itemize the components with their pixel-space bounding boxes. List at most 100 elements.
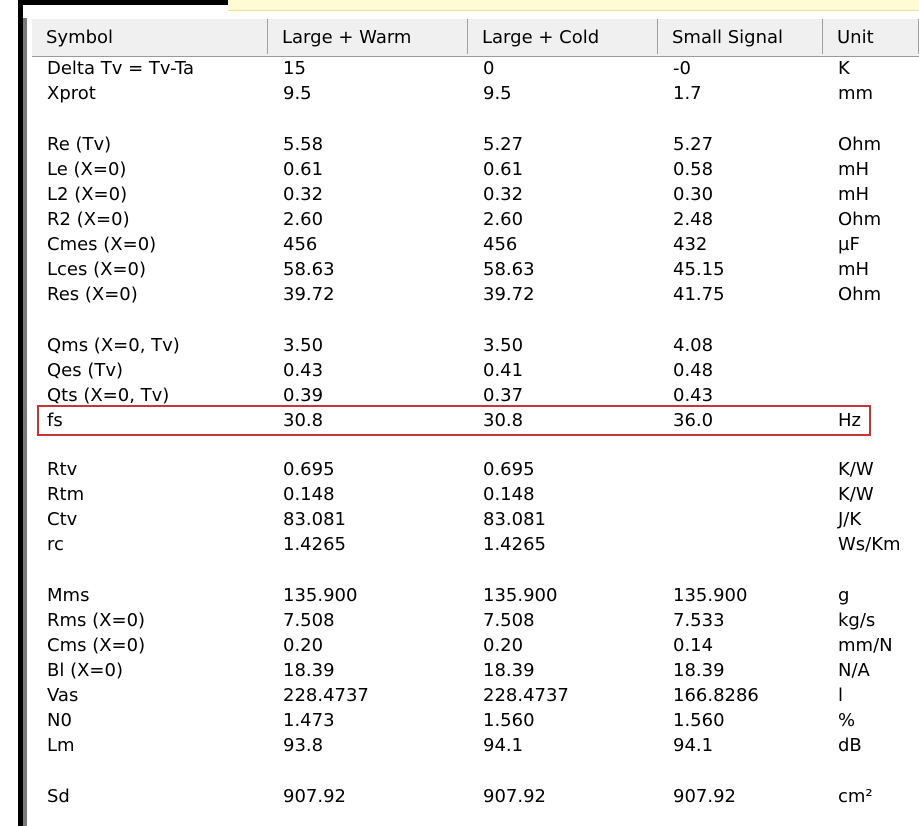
- cell-small-signal: [658, 482, 823, 507]
- cell-small-signal: 45.15: [673, 259, 725, 280]
- cell-symbol: Qms (X=0, Tv): [47, 335, 180, 356]
- cell-unit: Ws/Km: [838, 534, 901, 555]
- cell-large-warm: 0.20: [283, 635, 324, 656]
- cell-large-cold: 0: [483, 58, 495, 79]
- cell-large-cold: 1.4265: [483, 534, 546, 555]
- cell-symbol: Cmes (X=0): [47, 234, 157, 255]
- cell-unit: [823, 333, 919, 358]
- cell-large-cold: 18.39: [483, 660, 535, 681]
- cell-small-signal: 0.43: [673, 385, 714, 406]
- cell-large-warm: 3.50: [283, 335, 324, 356]
- table-row[interactable]: Delta Tv = Tv-Ta 15 0 -0 K: [32, 56, 919, 81]
- cell-large-warm: 5.58: [283, 134, 324, 155]
- cell-large-warm: 1.4265: [283, 534, 346, 555]
- cell-symbol: Lm: [47, 735, 75, 756]
- table-row[interactable]: Re (Tv) 5.58 5.27 5.27 Ohm: [32, 132, 919, 157]
- cell-large-warm: 15: [283, 58, 306, 79]
- table-row[interactable]: Cmes (X=0) 456 456 432 µF: [32, 232, 919, 257]
- cell-large-cold: 0.41: [483, 360, 524, 381]
- table-row[interactable]: Bl (X=0) 18.39 18.39 18.39 N/A: [32, 658, 919, 683]
- cell-unit: [823, 358, 919, 383]
- cell-large-warm: 0.39: [283, 385, 324, 406]
- cell-large-cold: 907.92: [483, 786, 546, 807]
- cell-large-cold: 5.27: [483, 134, 524, 155]
- cell-large-warm: 39.72: [283, 284, 335, 305]
- table-row[interactable]: Sd 907.92 907.92 907.92 cm²: [32, 784, 919, 809]
- cell-small-signal: 94.1: [673, 735, 714, 756]
- table-row[interactable]: Qes (Tv) 0.43 0.41 0.48: [32, 358, 919, 383]
- table-row[interactable]: Res (X=0) 39.72 39.72 41.75 Ohm: [32, 282, 919, 307]
- cell-symbol: Delta Tv = Tv-Ta: [47, 58, 194, 79]
- cell-large-warm: 0.32: [283, 184, 324, 205]
- column-header-unit[interactable]: Unit: [823, 19, 919, 54]
- cell-large-cold: 3.50: [483, 335, 524, 356]
- cell-unit: g: [838, 585, 850, 606]
- cell-large-cold: 9.5: [483, 83, 512, 104]
- cell-large-cold: 135.900: [483, 585, 558, 606]
- table-row[interactable]: Mms 135.900 135.900 135.900 g: [32, 583, 919, 608]
- cell-large-cold: 39.72: [483, 284, 535, 305]
- cell-unit: K/W: [838, 484, 874, 505]
- table-header: Symbol Large + Warm Large + Cold Small S…: [32, 18, 919, 57]
- cell-unit: kg/s: [838, 610, 876, 631]
- table-row[interactable]: Vas 228.4737 228.4737 166.8286 l: [32, 683, 919, 708]
- column-header-large-cold[interactable]: Large + Cold: [468, 19, 658, 54]
- cell-symbol: R2 (X=0): [47, 209, 130, 230]
- cell-large-cold: 30.8: [483, 410, 524, 431]
- cell-symbol: Sd: [47, 786, 70, 807]
- cell-large-warm: 456: [283, 234, 318, 255]
- table-row[interactable]: Ctv 83.081 83.081 J/K: [32, 507, 919, 532]
- column-header-large-warm[interactable]: Large + Warm: [268, 19, 468, 54]
- cell-small-signal: 4.08: [673, 335, 714, 356]
- table-row[interactable]: Cms (X=0) 0.20 0.20 0.14 mm/N: [32, 633, 919, 658]
- cell-symbol: Vas: [47, 685, 79, 706]
- cell-large-cold: 0.32: [483, 184, 524, 205]
- table-row[interactable]: Lces (X=0) 58.63 58.63 45.15 mH: [32, 257, 919, 282]
- table-row[interactable]: Rtv 0.695 0.695 K/W: [32, 457, 919, 482]
- cell-unit: mm/N: [838, 635, 893, 656]
- cell-large-warm: 18.39: [283, 660, 335, 681]
- cell-symbol: Rms (X=0): [47, 610, 146, 631]
- cell-small-signal: 135.900: [673, 585, 748, 606]
- cell-large-warm: 58.63: [283, 259, 335, 280]
- table-row[interactable]: fs 30.8 30.8 36.0 Hz: [32, 408, 919, 433]
- cell-small-signal: -0: [673, 58, 691, 79]
- cell-unit: N/A: [838, 660, 870, 681]
- cell-small-signal: 0.30: [673, 184, 714, 205]
- table-row[interactable]: Rtm 0.148 0.148 K/W: [32, 482, 919, 507]
- cell-small-signal: 2.48: [673, 209, 714, 230]
- cell-small-signal: 18.39: [673, 660, 725, 681]
- table-row[interactable]: Le (X=0) 0.61 0.61 0.58 mH: [32, 157, 919, 182]
- cell-large-cold: 0.37: [483, 385, 524, 406]
- cell-small-signal: [658, 507, 823, 532]
- table-row[interactable]: Xprot 9.5 9.5 1.7 mm: [32, 81, 919, 106]
- table-row[interactable]: L2 (X=0) 0.32 0.32 0.30 mH: [32, 182, 919, 207]
- table-row[interactable]: R2 (X=0) 2.60 2.60 2.48 Ohm: [32, 207, 919, 232]
- cell-unit: Ohm: [838, 134, 882, 155]
- cell-unit: mH: [838, 159, 870, 180]
- column-header-symbol[interactable]: Symbol: [32, 19, 268, 54]
- cell-unit: Ohm: [838, 209, 882, 230]
- table-row[interactable]: Rms (X=0) 7.508 7.508 7.533 kg/s: [32, 608, 919, 633]
- table-row[interactable]: Qts (X=0, Tv) 0.39 0.37 0.43: [32, 383, 919, 408]
- table-row[interactable]: N0 1.473 1.560 1.560%: [32, 708, 919, 733]
- table-row[interactable]: rc 1.4265 1.4265 Ws/Km: [32, 532, 919, 557]
- cell-symbol: Re (Tv): [47, 134, 112, 155]
- cell-unit: µF: [838, 234, 860, 255]
- cell-small-signal: 36.0: [673, 410, 714, 431]
- cell-large-cold: 0.148: [483, 484, 535, 505]
- cell-symbol: rc: [47, 534, 64, 555]
- table-row[interactable]: Lm 93.8 94.1 94.1 dB: [32, 733, 919, 758]
- window-frame-top: [18, 0, 228, 5]
- cell-large-warm: 9.5: [283, 83, 312, 104]
- column-header-small-signal[interactable]: Small Signal: [658, 19, 823, 54]
- cell-small-signal: 1.7: [673, 83, 702, 104]
- cell-symbol: Cms (X=0): [47, 635, 146, 656]
- cell-small-signal: [658, 532, 823, 557]
- cell-symbol: Rtm: [47, 484, 85, 505]
- cell-symbol: N0: [47, 710, 72, 731]
- cell-symbol: Xprot: [47, 83, 96, 104]
- cell-large-cold: 58.63: [483, 259, 535, 280]
- cell-unit: l: [838, 685, 844, 706]
- table-row[interactable]: Qms (X=0, Tv) 3.50 3.50 4.08: [32, 333, 919, 358]
